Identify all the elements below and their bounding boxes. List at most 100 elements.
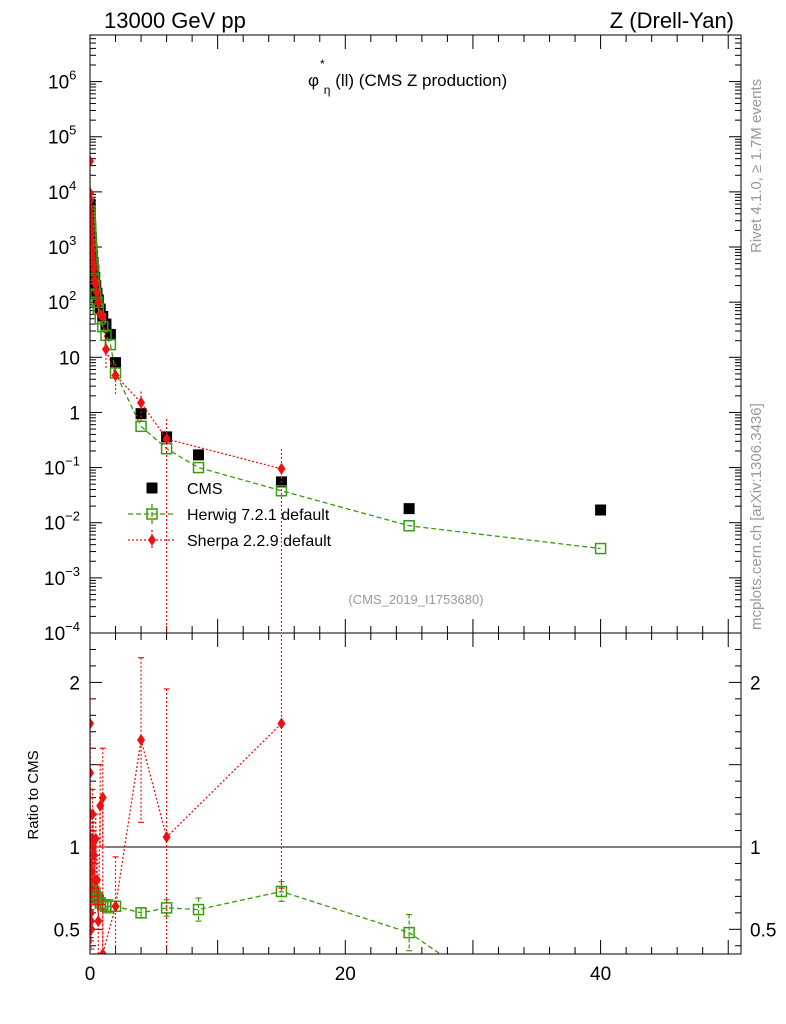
y-tick-label-exp: −4: [65, 619, 80, 634]
series-data: [90, 198, 607, 516]
y-tick-label-main: 104: [48, 178, 76, 204]
mcplots-credit-label: mcplots.cern.ch [arXiv:1306.3436]: [748, 403, 765, 630]
y-tick-label-exp: 5: [69, 123, 76, 138]
y-tick-label-exp: 4: [69, 178, 76, 193]
herwig-point: [135, 907, 147, 919]
y-tick-label-exp: −1: [65, 454, 80, 469]
y-tick-label-main: 105: [48, 123, 76, 149]
header-right-label: Z (Drell-Yan): [610, 8, 734, 33]
y-tick-label-ratio: 1: [69, 838, 80, 859]
sherpa-point: [90, 717, 95, 730]
sherpa-point: [94, 296, 103, 309]
herwig-point: [146, 508, 158, 520]
sherpa-point: [98, 791, 107, 804]
y-tick-label-base: 10: [48, 293, 69, 314]
y-tick-label-main: 1: [69, 403, 80, 424]
series-dotted-filled-diamond: [90, 155, 286, 475]
y-tick-label-main: 10−3: [44, 564, 80, 590]
y-tick-label-base: 10: [44, 459, 65, 480]
sherpa-point: [98, 310, 107, 323]
sherpa-point: [90, 766, 95, 779]
sherpa-point: [148, 534, 156, 546]
y-tick-label-base: 10: [44, 569, 65, 590]
ratio-panel-series: [90, 633, 442, 954]
main-panel-series: [90, 155, 607, 633]
title-star-sup: *: [320, 57, 325, 71]
y-tick-label-ratio-right: 1: [750, 838, 761, 859]
y-tick-label-main: 10−4: [44, 619, 80, 645]
sherpa-point: [90, 256, 98, 269]
y-tick-label-main: 106: [48, 68, 76, 94]
sherpa-point: [137, 734, 146, 746]
sherpa-point: [90, 923, 96, 936]
herwig-point: [594, 542, 607, 555]
legend-entry-label: CMS: [187, 481, 223, 498]
y-tick-label-base: 10: [59, 348, 80, 369]
sherpa-point: [91, 278, 100, 291]
ratio-panel-frame: [89, 632, 742, 955]
x-tick-label: 0: [85, 964, 96, 985]
herwig-point: [403, 926, 415, 939]
y-tick-label-main: 10−1: [44, 454, 80, 480]
sherpa-point: [137, 396, 146, 409]
y-tick-label-exp: 3: [69, 233, 76, 248]
y-tick-label-exp: −3: [65, 564, 80, 579]
y-tick-label-base: 10: [48, 238, 69, 259]
series-dashed-open-square: [90, 205, 607, 555]
sherpa-point: [162, 831, 171, 844]
x-tick-label: 20: [335, 964, 356, 985]
y-tick-label-ratio-right: 0.5: [750, 920, 776, 941]
title-eta-sub: η: [324, 83, 331, 97]
y-tick-label-main: 102: [48, 288, 76, 314]
y-tick-label-base: 10: [48, 73, 69, 94]
herwig-point: [403, 520, 415, 532]
legend-entry-label: Sherpa 2.2.9 default: [187, 533, 332, 550]
sherpa-point: [162, 432, 171, 445]
sherpa-point: [90, 262, 98, 275]
sherpa-point: [277, 717, 286, 730]
y-tick-label-main: 10−2: [44, 509, 80, 535]
analysis-id: (CMS_2019_I1753680): [348, 592, 483, 607]
herwig-point: [192, 903, 205, 916]
sherpa-point: [93, 873, 102, 886]
cms-data-point: [595, 504, 607, 516]
y-tick-label-ratio: 0.5: [54, 920, 80, 941]
title-phi: φ: [308, 71, 319, 90]
sherpa-point: [90, 194, 95, 207]
axis-ticks: [89, 34, 741, 954]
sherpa-point: [90, 155, 95, 168]
sherpa-point: [91, 832, 100, 845]
herwig-point: [275, 885, 288, 898]
y-tick-label-main: 103: [48, 233, 76, 259]
header-left-label: 13000 GeV pp: [104, 8, 246, 33]
y-tick-label-base: 1: [69, 403, 80, 424]
y-tick-label-base: 10: [44, 514, 65, 535]
x-tick-label: 40: [590, 964, 611, 985]
y-tick-label-exp: 2: [69, 288, 76, 303]
title-rest: (ll) (CMS Z production): [335, 71, 507, 90]
series-line-ratio: [90, 723, 282, 954]
y-tick-label-exp: 6: [69, 68, 76, 83]
cms-data-point: [146, 482, 158, 494]
y-tick-label-exp: −2: [65, 509, 80, 524]
herwig-point: [192, 461, 205, 474]
sherpa-point: [101, 343, 110, 356]
sherpa-point: [94, 915, 103, 928]
cms-data-point: [135, 408, 147, 420]
ratio-series-dotted-filled-diamond: [90, 633, 286, 954]
cms-data-point: [110, 357, 122, 369]
cms-data-point: [193, 449, 204, 461]
cms-data-point: [403, 503, 415, 515]
y-tick-label-base: 10: [48, 128, 69, 149]
y-tick-label-base: 10: [44, 624, 65, 645]
rivet-version-label: Rivet 4.1.0, ≥ 1.7M events: [748, 79, 765, 253]
sherpa-point: [93, 286, 102, 299]
sherpa-point: [111, 369, 120, 382]
sherpa-point: [90, 249, 97, 262]
series-line-main: [90, 161, 282, 470]
y-tick-label-ratio: 2: [69, 673, 80, 694]
plot-title: φ η (ll) (CMS Z production): [308, 71, 507, 98]
ratio-ylabel: Ratio to CMS: [25, 750, 42, 839]
